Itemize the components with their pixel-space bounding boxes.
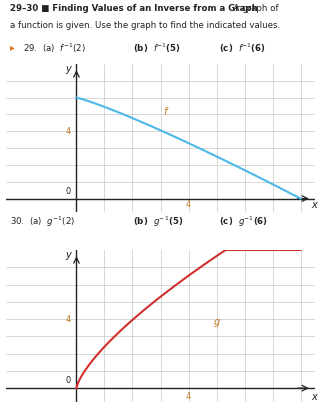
Text: y: y — [66, 64, 72, 74]
Text: x: x — [312, 392, 317, 402]
Text: 4: 4 — [66, 127, 71, 136]
Text: ▸: ▸ — [10, 42, 14, 52]
Text: $f$: $f$ — [163, 105, 169, 117]
Text: 0: 0 — [66, 187, 71, 196]
Text: a function is given. Use the graph to find the indicated values.: a function is given. Use the graph to fi… — [10, 21, 280, 29]
Text: (b)  $f^{-1}$(5): (b) $f^{-1}$(5) — [133, 42, 181, 55]
Text: 0: 0 — [66, 376, 71, 385]
Text: 29–30 ■ Finding Values of an Inverse from a Graph: 29–30 ■ Finding Values of an Inverse fro… — [10, 4, 257, 13]
Text: 29.  (a)  $f^{-1}$(2): 29. (a) $f^{-1}$(2) — [23, 42, 86, 55]
Text: x: x — [312, 200, 317, 210]
Text: 4: 4 — [186, 200, 191, 209]
Text: (b)  $g^{-1}$(5): (b) $g^{-1}$(5) — [133, 215, 183, 229]
Text: A graph of: A graph of — [228, 4, 279, 13]
Text: 4: 4 — [186, 392, 191, 401]
Text: y: y — [66, 250, 72, 260]
Text: (c)  $f^{-1}$(6): (c) $f^{-1}$(6) — [219, 42, 266, 55]
Text: 4: 4 — [66, 315, 71, 324]
Text: $g$: $g$ — [213, 316, 221, 328]
Text: 30.  (a)  $g^{-1}$(2): 30. (a) $g^{-1}$(2) — [10, 215, 75, 229]
Text: (c)  $g^{-1}$(6): (c) $g^{-1}$(6) — [219, 215, 268, 229]
